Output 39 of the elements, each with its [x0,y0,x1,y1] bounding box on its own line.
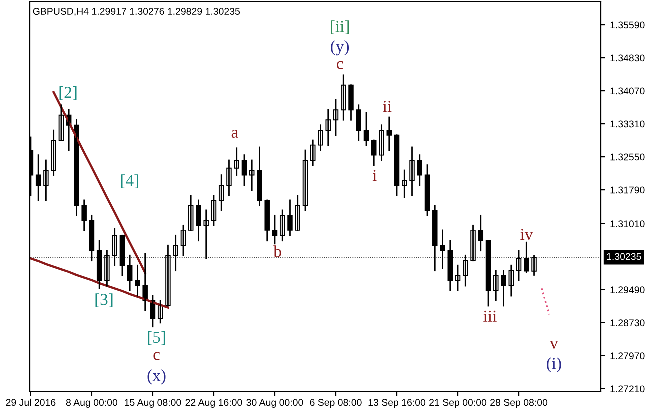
annotation: a [232,130,238,138]
y-tick-label: 1.27210 [610,386,645,393]
y-tick-label: 1.29490 [610,286,645,294]
x-tick-label: 13 Sep 16:00 [368,399,426,408]
annotation: c [154,352,160,360]
annotation: (x) [148,370,166,385]
y-tick-label: 1.33310 [610,120,645,128]
x-tick-label: 6 Sep 08:00 [310,399,362,408]
y-tick-label: 1.32550 [610,154,645,161]
annotation: [ii] [331,20,349,34]
y-tick-label: 1.31010 [610,220,645,228]
y-tick-label: 1.31790 [610,186,645,194]
annotation: ii [383,101,392,112]
annotation: [2] [60,86,77,100]
text: GBPUSD,H4 1.29917 1.30276 1.29829 1.30235 [33,8,240,16]
annotation: i [372,170,377,182]
annotation: [4] [121,174,138,188]
x-tick-label: 8 Aug 00:00 [66,399,118,408]
y-tick-label: 1.34830 [610,54,645,62]
annotation: (y) [331,40,350,56]
annotation: (i) [547,358,562,373]
annotation: b [274,246,282,258]
annotation: iii [484,310,497,322]
y-tick-label: 1.27970 [610,352,645,360]
x-tick-label: 29 Jul 2016 [6,398,56,406]
annotation: iv [520,228,534,240]
y-tick-label: 1.28730 [610,320,645,327]
x-tick-label: 22 Aug 16:00 [186,399,242,408]
y-tick-label: 1.35590 [610,22,645,29]
x-tick-label: 21 Sep 00:00 [430,399,487,408]
x-tick-label: 15 Aug 08:00 [125,399,182,408]
y-tick-label: 1.34070 [610,88,645,95]
annotation: [5] [148,331,166,346]
annotation: c [336,61,344,70]
x-tick-label: 28 Sep 08:00 [490,399,548,408]
x-tick-label: 30 Aug 00:00 [246,399,304,408]
ref-line-label: 1.30235 [607,253,642,260]
annotation: [3] [96,294,113,308]
annotation: v [550,341,558,349]
